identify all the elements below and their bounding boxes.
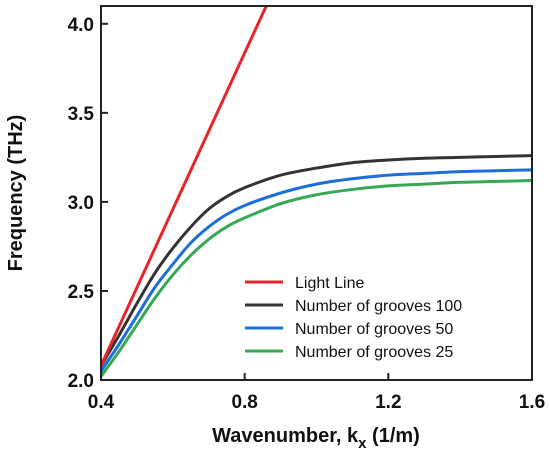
legend-label: Number of grooves 50: [295, 321, 453, 338]
tick-layer: 0.4 0.8 1.2 1.6 2.0 2.5 3.0 3.5 4.0: [68, 15, 546, 413]
legend-label: Number of grooves 100: [295, 298, 462, 315]
legend-label: Light Line: [295, 275, 364, 292]
series-line-number-of-grooves-50: [101, 168, 532, 373]
y-axis-title: Frequency (THz): [5, 115, 27, 272]
plot-frame: [100, 5, 533, 381]
x-axis-title-units: (1/m): [366, 425, 419, 447]
series-layer: [101, 6, 532, 378]
x-tick-label: 0.8: [231, 392, 257, 413]
x-axis-title-main: Wavenumber, k: [212, 425, 359, 447]
y-tick-label: 2.5: [68, 282, 95, 303]
x-tick-label: 1.6: [519, 392, 545, 413]
x-tick-label: 1.2: [375, 392, 401, 413]
legend-label: Number of grooves 25: [295, 344, 453, 361]
x-axis-title-subscript: x: [358, 435, 367, 452]
y-tick-label: 2.0: [68, 371, 94, 392]
y-tick-label: 3.0: [68, 193, 94, 214]
series-line-number-of-grooves-25: [101, 179, 532, 378]
x-axis-title: Wavenumber, kx (1/m): [212, 425, 420, 452]
series-line-number-of-grooves-100: [101, 154, 532, 368]
series-line-light-line: [101, 6, 268, 368]
x-tick-label: 0.4: [88, 392, 115, 413]
y-tick-label: 4.0: [68, 15, 94, 36]
y-tick-label: 3.5: [68, 104, 95, 125]
legend: Light Line Number of grooves 100 Number of…: [245, 275, 462, 361]
